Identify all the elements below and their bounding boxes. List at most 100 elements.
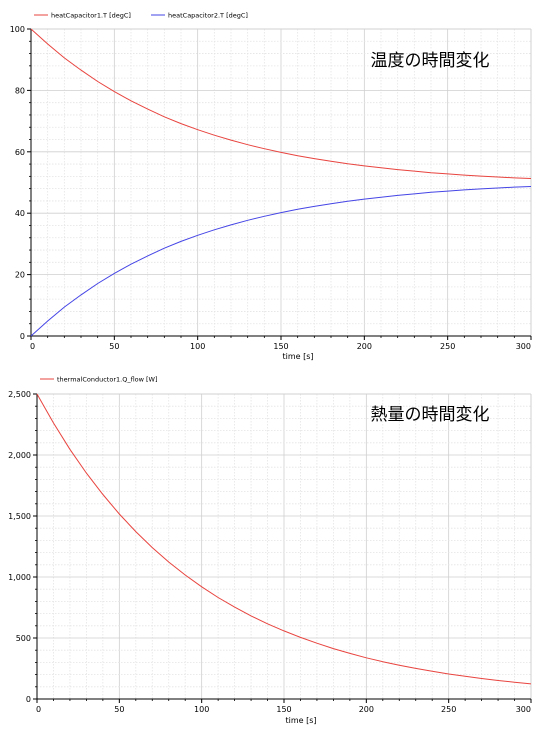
temperature-chart: heatCapacitor1.T [degC] heatCapacitor2.T … [10, 11, 532, 361]
temperature-x-tick-label: 100 [190, 342, 205, 351]
heat-flow-series-0-point [135, 531, 136, 532]
temperature-series-0-point [414, 171, 415, 172]
temperature-series-1-point [414, 193, 415, 194]
temperature-series-1-point [480, 188, 481, 189]
temperature-y-tick-label: 100 [10, 25, 25, 34]
temperature-series-1-point [114, 273, 115, 274]
heat-flow-series-0-point [514, 682, 515, 683]
temperature-series-0-point [264, 148, 265, 149]
heat-flow-y-tick-label: 1,500 [8, 512, 31, 521]
temperature-series-0-point [397, 169, 398, 170]
heat-flow-y-tick-label: 500 [16, 634, 31, 643]
temperature-series-1-point [97, 283, 98, 284]
temperature-series-1-point [314, 206, 315, 207]
temperature-series-0-point [497, 176, 498, 177]
temperature-series-0-point [514, 177, 515, 178]
heat-flow-annotation: 熱量の時間変化 [371, 405, 490, 425]
temperature-series-1-point [497, 187, 498, 188]
heat-flow-series-0-point [234, 607, 235, 608]
heat-flow-series-line-0 [36, 393, 532, 685]
temperature-annotation: 温度の時間変化 [371, 51, 490, 71]
temperature-x-tick-label: 300 [516, 342, 531, 351]
heat-flow-x-tick-label: 0 [36, 705, 41, 714]
temperature-x-tick-label: 0 [30, 342, 35, 351]
temperature-series-0-point [47, 43, 48, 44]
heat-flow-x-tick-label: 150 [276, 705, 291, 714]
temperature-series-1-point [280, 212, 281, 213]
heat-flow-series-0-point [465, 676, 466, 677]
temperature-series-0-point [97, 81, 98, 82]
heat-flow-x-tick-label: 50 [114, 705, 124, 714]
temperature-series-1-point [430, 192, 431, 193]
temperature-series-line-1 [30, 186, 532, 337]
temperature-series-1-point [64, 307, 65, 308]
heat-flow-series-0-point [481, 678, 482, 679]
temperature-series-0-point [80, 70, 81, 71]
heat-flow-series-0-point [201, 586, 202, 587]
temperature-series-1-point [464, 189, 465, 190]
heat-flow-series-0-point [530, 683, 531, 684]
temperature-series-0-point [314, 158, 315, 159]
temperature-series-1-point [330, 203, 331, 204]
temperature-series-0-point [297, 155, 298, 156]
temperature-series-1-point [364, 198, 365, 199]
temperature-series-1-point [164, 248, 165, 249]
heat-flow-series-0-point [283, 630, 284, 631]
temperature-series [30, 28, 532, 337]
temperature-series-0-point [180, 123, 181, 124]
temperature-series-1-point [80, 294, 81, 295]
temperature-series-0-point [530, 178, 531, 179]
heat-flow-y-tick-label: 2,000 [8, 451, 31, 460]
temperature-series-1-point [380, 197, 381, 198]
temperature-series-0-point [130, 100, 131, 101]
temperature-legend: heatCapacitor1.T [degC] heatCapacitor2.T … [34, 11, 248, 19]
temperature-series-1-point [514, 187, 515, 188]
heat-flow-series-0-point [36, 393, 37, 394]
heat-flow-x-tick-label: 100 [194, 705, 209, 714]
temperature-x-tick-label: 200 [357, 342, 372, 351]
temperature-series-1-point [347, 201, 348, 202]
temperature-series-1-point [130, 264, 131, 265]
temperature-y-tick-label: 0 [20, 332, 25, 341]
heat-flow-series-0-point [300, 637, 301, 638]
heat-flow-series-0-point [218, 597, 219, 598]
temperature-series-1-point [30, 335, 31, 336]
heat-flow-series-0-point [399, 665, 400, 666]
temperature-x-axis-label: time [s] [282, 352, 313, 361]
temperature-series-1-point [180, 241, 181, 242]
heat-flow-x-tick-label: 300 [516, 705, 531, 714]
heat-flow-x-tick-label: 200 [359, 705, 374, 714]
temperature-series-0-point [247, 144, 248, 145]
heat-flow-x-axis-label: time [s] [285, 716, 316, 725]
temperature-series-0-point [164, 116, 165, 117]
temperature-series-1-point [230, 224, 231, 225]
temperature-series-1-point [264, 216, 265, 217]
temperature-y-tick-label: 40 [15, 209, 25, 218]
temperature-series-0-point [64, 57, 65, 58]
heat-flow-series-0-point [333, 648, 334, 649]
heat-flow-grid [36, 393, 532, 700]
heat-flow-y-tick-label: 0 [26, 695, 31, 704]
temperature-series-0-point [347, 163, 348, 164]
temperature-series-0-point [464, 175, 465, 176]
heat-flow-series-0-point [316, 643, 317, 644]
temperature-series-1-point [214, 229, 215, 230]
temperature-series-0-point [230, 140, 231, 141]
heat-flow-legend-label-0: thermalConductor1.Q_flow [W] [57, 375, 158, 383]
temperature-series-1-point [47, 320, 48, 321]
temperature-series-line-0 [30, 28, 532, 179]
heat-flow-series [36, 393, 532, 685]
temperature-y-tick-label: 80 [15, 86, 25, 95]
temperature-series-0-point [30, 28, 31, 29]
heat-flow-chart: thermalConductor1.Q_flow [W] 0 50 100 150 20… [8, 375, 532, 725]
temperature-series-0-point [447, 173, 448, 174]
temperature-series-1-point [297, 209, 298, 210]
heat-flow-series-0-point [86, 472, 87, 473]
temperature-axes: 0 50 100 150 200 250 300 0 20 40 60 80 100 [10, 25, 532, 351]
heat-flow-series-0-point [448, 673, 449, 674]
temperature-series-1-point [530, 186, 531, 187]
heat-flow-series-0-point [185, 574, 186, 575]
temperature-series-0-point [280, 152, 281, 153]
heat-flow-y-tick-label: 2,500 [8, 390, 31, 399]
temperature-series-0-point [364, 165, 365, 166]
